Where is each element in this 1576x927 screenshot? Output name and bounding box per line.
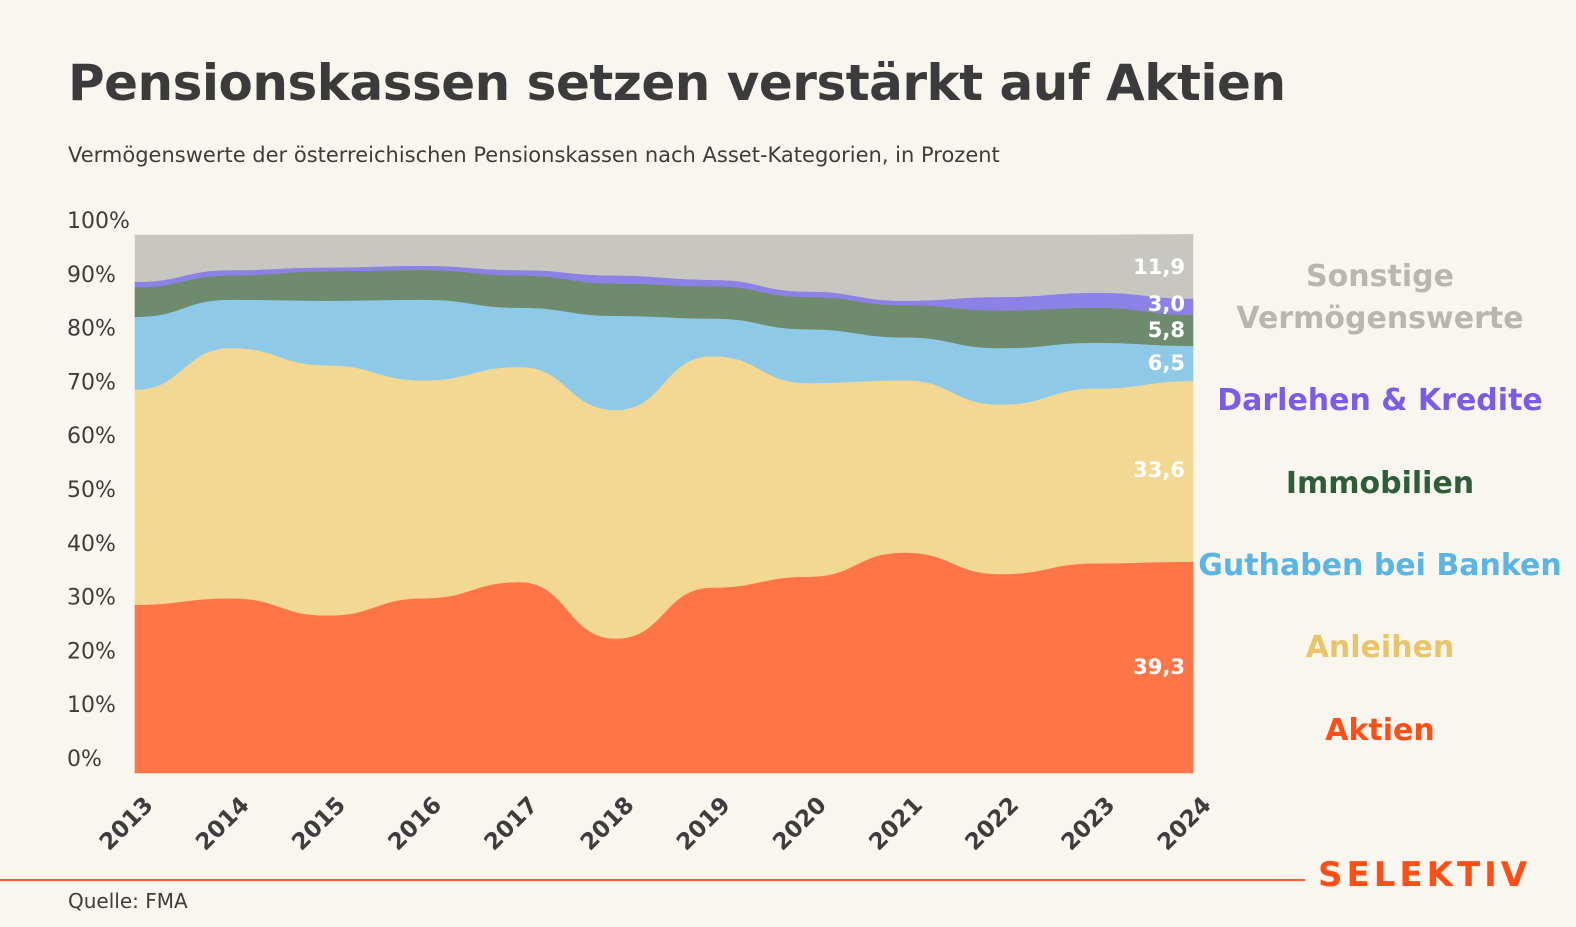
legend-item-darlehen: Darlehen & Kredite <box>1217 383 1543 418</box>
y-tick-label: 30% <box>67 586 116 611</box>
x-axis-ticks: 2013 2014 2015 2016 2017 2018 2019 2020 2021 2022… <box>95 792 1217 856</box>
source-note: Quelle: FMA <box>68 889 188 913</box>
x-tick-label: 2016 <box>383 792 447 856</box>
end-value-label: 3,0 <box>1148 292 1185 316</box>
legend-item-immobilien: Immobilien <box>1285 466 1475 501</box>
x-tick-label: 2023 <box>1057 792 1121 856</box>
y-tick-label: 90% <box>67 263 116 288</box>
y-tick-label: 100% <box>67 209 130 234</box>
brand-logo: SELEKTIV <box>1318 855 1532 895</box>
chart-title: Pensionskassen setzen verstärkt auf Akti… <box>68 54 1286 112</box>
end-value-label: 33,6 <box>1133 458 1185 482</box>
legend-item-guthaben: Guthaben bei Banken <box>1198 548 1562 583</box>
y-tick-label: 10% <box>67 693 116 718</box>
x-tick-label: 2013 <box>95 792 159 856</box>
x-tick-label: 2024 <box>1153 792 1217 856</box>
x-tick-label: 2017 <box>480 792 544 856</box>
area-layers <box>134 234 1194 774</box>
x-tick-label: 2021 <box>864 792 928 856</box>
end-value-label: 6,5 <box>1148 351 1185 375</box>
x-tick-label: 2015 <box>287 792 351 856</box>
x-tick-label: 2020 <box>768 792 832 856</box>
chart-subtitle: Vermögenswerte der österreichischen Pens… <box>68 143 1000 167</box>
y-axis-ticks: 0% 10% 20% 30% 40% 50% 60% 70% 80% 90% 100% <box>67 209 130 772</box>
y-tick-label: 80% <box>67 317 116 342</box>
y-tick-label: 70% <box>67 370 116 395</box>
y-tick-label: 60% <box>67 424 116 449</box>
area-sonstige-vermögenswerte <box>134 234 1194 301</box>
legend-item-sonstige: Sonstige Vermögenswerte <box>1236 259 1524 336</box>
legend-item-aktien: Aktien <box>1325 713 1435 748</box>
x-tick-label: 2022 <box>961 792 1025 856</box>
x-tick-label: 2014 <box>191 792 255 856</box>
y-tick-label: 0% <box>67 747 102 772</box>
x-tick-label: 2018 <box>576 792 640 856</box>
end-value-labels: 39,3 33,6 6,5 5,83,0 11,9 <box>1133 255 1185 679</box>
y-tick-label: 20% <box>67 639 116 664</box>
y-tick-label: 40% <box>67 532 116 557</box>
end-value-label: 5,8 <box>1148 318 1185 342</box>
footer-divider <box>0 879 1305 881</box>
end-value-label: 39,3 <box>1133 655 1185 679</box>
end-value-label: 11,9 <box>1133 255 1185 279</box>
legend-item-anleihen: Anleihen <box>1305 630 1455 665</box>
x-tick-label: 2019 <box>672 792 736 856</box>
y-tick-label: 50% <box>67 478 116 503</box>
